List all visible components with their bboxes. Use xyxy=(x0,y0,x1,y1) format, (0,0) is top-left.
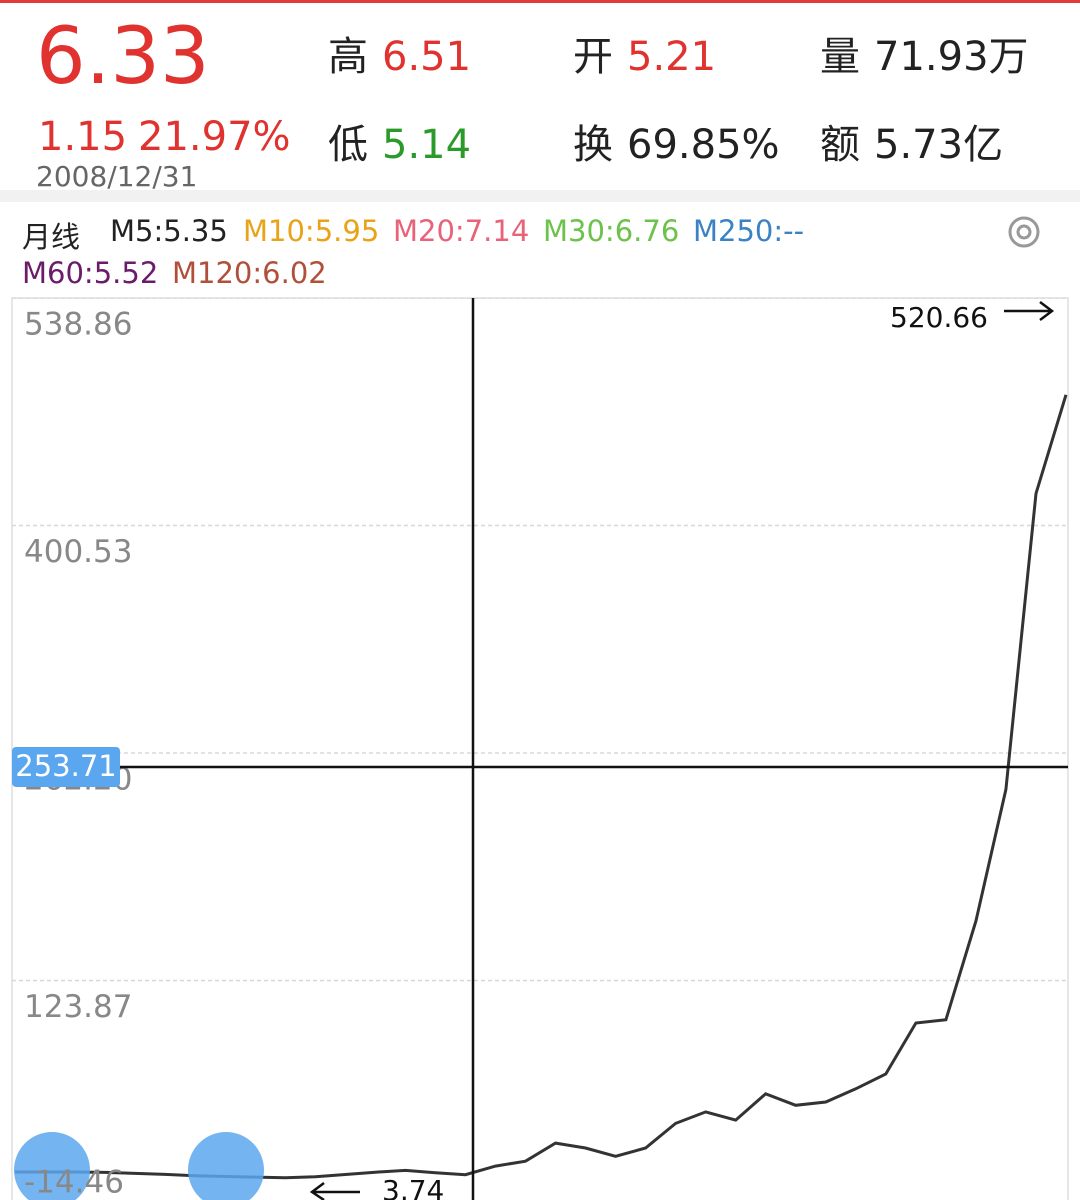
y-tick-label: 400.53 xyxy=(24,534,132,570)
ma-item: M250:-- xyxy=(693,214,805,248)
crosshair-label-bg xyxy=(12,746,120,787)
crosshair-label: 253.71 xyxy=(15,749,116,783)
stat: 开 5.21 xyxy=(573,24,716,82)
stat: 换 69.85% xyxy=(573,112,780,170)
stat-value: 5.73亿 xyxy=(874,122,1004,168)
stat-label: 开 xyxy=(573,34,613,80)
stat: 量 71.93万 xyxy=(820,24,1029,82)
stat: 高 6.51 xyxy=(328,24,471,82)
ma-item: M30:6.76 xyxy=(543,214,680,248)
separator xyxy=(0,190,1080,202)
y-tick-label: 538.86 xyxy=(24,307,132,343)
chart-frame xyxy=(11,297,1069,1200)
stat-value: 6.51 xyxy=(382,34,472,80)
price-line xyxy=(15,394,1068,1180)
stat: 额 5.73亿 xyxy=(820,112,1003,170)
stat-value: 71.93万 xyxy=(874,34,1029,80)
min-arrow xyxy=(309,1182,360,1200)
button[interactable] xyxy=(14,1132,90,1200)
ma-item: M20:7.14 xyxy=(393,214,530,248)
max-arrow xyxy=(1004,301,1055,321)
settings-icon[interactable] xyxy=(1008,216,1040,248)
price: 6.33 xyxy=(36,12,210,102)
stat-label: 额 xyxy=(820,122,860,168)
stat-label: 高 xyxy=(328,34,368,80)
stat-value: 5.21 xyxy=(627,34,717,80)
change-pct: 21.97% xyxy=(138,114,291,160)
stat-value: 5.14 xyxy=(382,122,472,168)
ma-item: M60:5.52 xyxy=(22,256,159,290)
stat-label: 换 xyxy=(573,122,613,168)
stat-label: 低 xyxy=(328,122,368,168)
change: 1.15 xyxy=(38,114,128,160)
y-tick-label: -14.46 xyxy=(24,1165,124,1200)
plot xyxy=(12,298,1068,1180)
button[interactable] xyxy=(188,1132,264,1200)
min-label: 3.74 xyxy=(382,1174,444,1200)
ma-item: M5:5.35 xyxy=(110,214,228,248)
stat-label: 量 xyxy=(820,34,860,80)
y-tick-label: 123.87 xyxy=(24,989,132,1025)
top-border xyxy=(0,0,1080,3)
ma-item: M10:5.95 xyxy=(243,214,380,248)
stat-value: 69.85% xyxy=(627,122,780,168)
ma-item: M120:6.02 xyxy=(172,256,327,290)
date: 2008/12/31 xyxy=(36,160,198,193)
max-label: 520.66 xyxy=(890,301,988,334)
stat: 低 5.14 xyxy=(328,112,471,170)
period[interactable]: 月线 xyxy=(22,220,81,254)
